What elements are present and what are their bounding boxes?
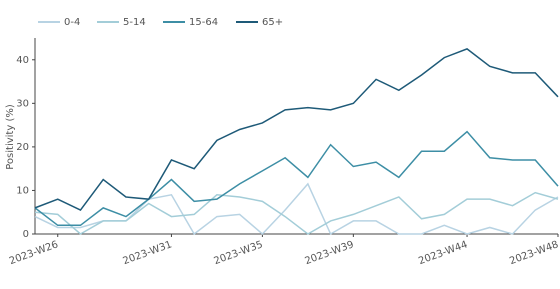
x-tick-label: 2023-W31 — [122, 239, 174, 267]
series-line — [34, 191, 559, 235]
x-tick-label: 2023-W44 — [417, 239, 469, 267]
x-tick-label: 2023-W39 — [303, 239, 355, 267]
y-tick-label: 10 — [16, 185, 29, 196]
series-line — [34, 130, 559, 227]
legend-label: 5-14 — [123, 17, 146, 28]
y-tick-label: 30 — [16, 98, 29, 109]
y-tick-label: 40 — [16, 55, 29, 66]
series-line — [34, 182, 559, 236]
legend-label: 15-64 — [189, 17, 218, 28]
x-tick-label: 2023-W48 — [508, 239, 560, 267]
y-tick-label: 0 — [23, 229, 29, 240]
y-axis-label: Positivity (%) — [5, 104, 16, 170]
legend-label: 65+ — [262, 17, 283, 28]
series-line — [34, 48, 559, 211]
x-tick-label: 2023-W26 — [8, 239, 60, 267]
x-tick-label: 2023-W35 — [213, 239, 265, 267]
legend-label: 0-4 — [64, 17, 80, 28]
y-tick-label: 20 — [16, 142, 29, 153]
